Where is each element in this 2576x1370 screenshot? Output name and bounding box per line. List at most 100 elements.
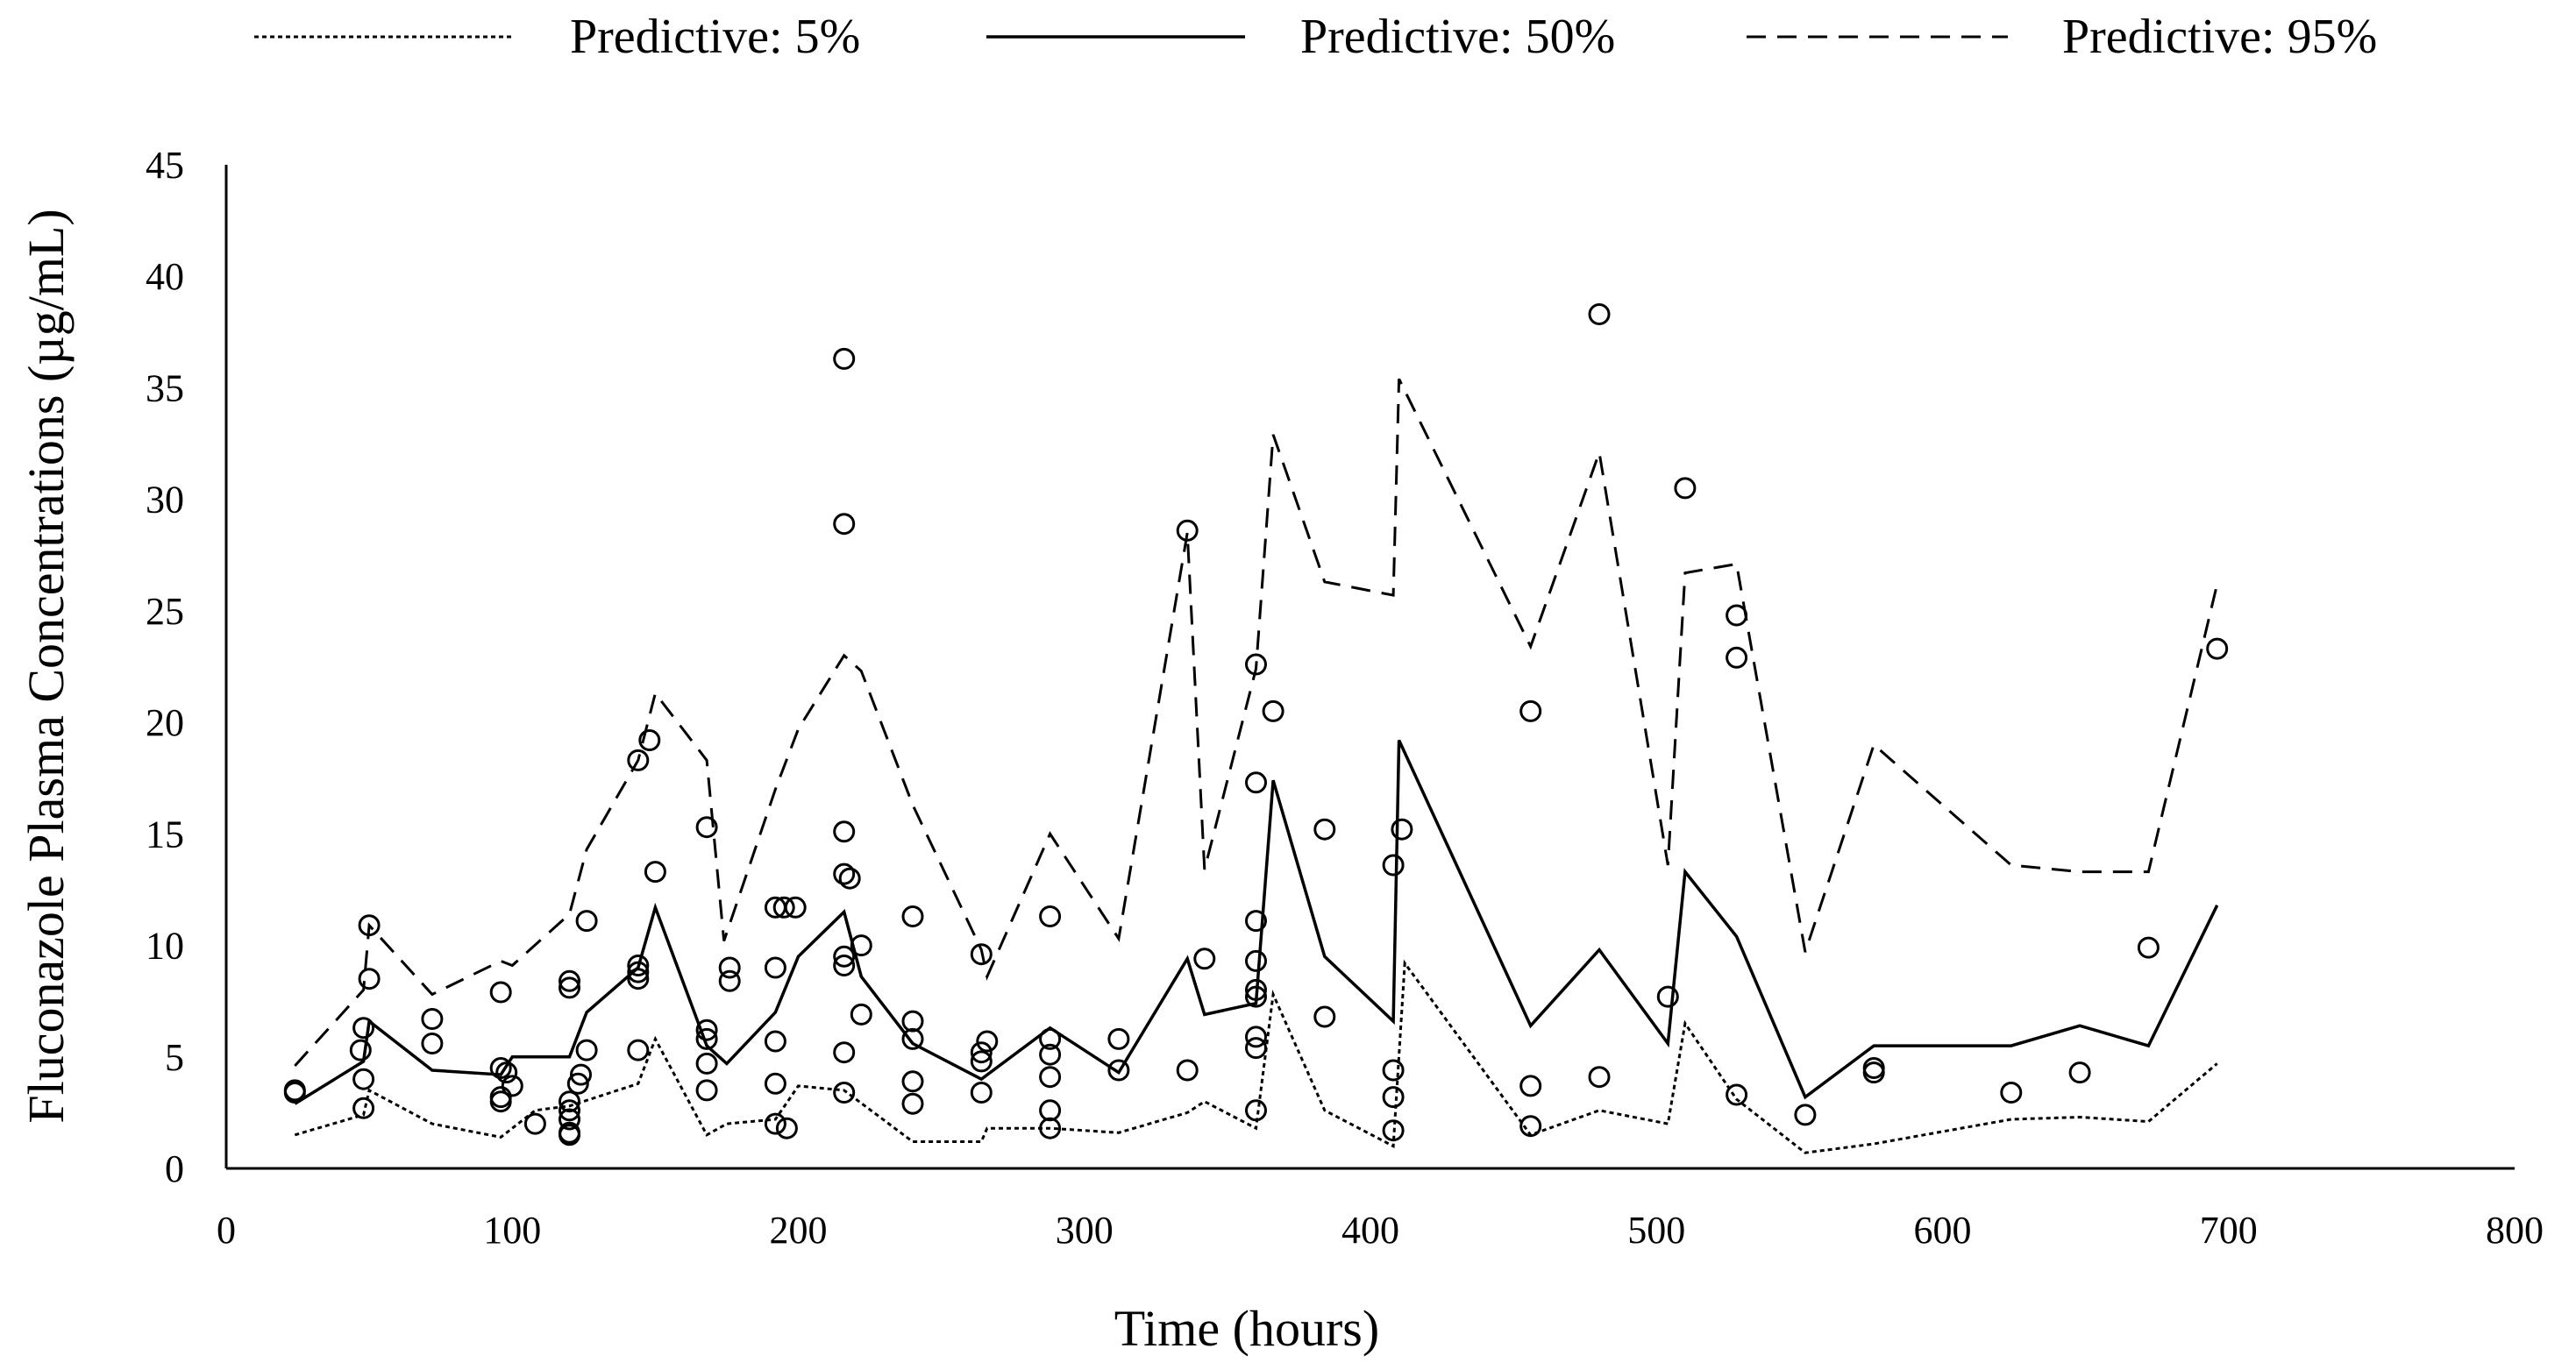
observed-point [352, 1017, 375, 1040]
observed-point [695, 1052, 718, 1075]
observed-point [1588, 1066, 1611, 1089]
observed-point [1519, 1075, 1542, 1097]
observed-point [1519, 1115, 1542, 1138]
y-tick-label: 30 [146, 479, 184, 522]
observed-point [627, 968, 650, 990]
observed-point [358, 914, 381, 937]
x-tick-label: 200 [770, 1209, 828, 1252]
observed-point [833, 820, 856, 843]
observed-point [833, 945, 856, 968]
y-tick-label: 25 [146, 590, 184, 633]
observed-point [901, 905, 924, 927]
observed-point [970, 1082, 993, 1104]
observed-point [1245, 910, 1267, 933]
x-tick-label: 100 [483, 1209, 541, 1252]
observed-point [1245, 1099, 1267, 1122]
observed-point [764, 1030, 786, 1053]
observed-point [833, 513, 856, 536]
observed-point [358, 968, 381, 990]
y-tick-label: 10 [146, 925, 184, 968]
observed-point [1245, 771, 1267, 794]
observed-point [838, 867, 861, 890]
x-tick-label: 500 [1627, 1209, 1685, 1252]
series-line-5pct [294, 959, 2218, 1154]
observed-point [559, 1099, 580, 1122]
observed-point [901, 1027, 924, 1050]
observed-point [1176, 519, 1199, 542]
observed-point [775, 1117, 798, 1139]
observed-point [627, 955, 650, 976]
observed-point [559, 1124, 580, 1146]
observed-point [489, 1086, 512, 1109]
observed-point [764, 956, 786, 979]
observed-point [638, 729, 661, 751]
observed-point [784, 896, 807, 919]
observed-point [1262, 699, 1284, 722]
observed-point [1245, 653, 1267, 676]
observed-point [1245, 985, 1267, 1008]
observed-point [1656, 985, 1679, 1008]
observed-point [1674, 477, 1697, 500]
observed-point [421, 1008, 444, 1030]
observed-point [1039, 1066, 1062, 1089]
observed-point [627, 1039, 650, 1061]
observed-point [1382, 1119, 1405, 1142]
observed-point [489, 981, 512, 1004]
observed-point [850, 1003, 872, 1026]
observed-points [283, 303, 2229, 1146]
observed-point [627, 961, 650, 983]
observed-point [352, 1068, 375, 1090]
observed-point [833, 347, 856, 370]
y-tick-label: 5 [165, 1036, 184, 1079]
observed-point [772, 896, 795, 919]
observed-point [1726, 646, 1748, 669]
legend-label-95pct: Predictive: 95% [2062, 10, 2377, 64]
y-axis-label: Fluconazole Plasma Concentrations (µg/mL… [18, 209, 75, 1123]
legend-label-5pct: Predictive: 5% [570, 10, 860, 64]
observed-point [2137, 936, 2160, 959]
observed-point [1245, 978, 1267, 1001]
x-tick-label: 800 [2486, 1209, 2544, 1252]
observed-point [976, 1030, 999, 1053]
observed-point [901, 1070, 924, 1093]
observed-point [523, 1112, 546, 1135]
observed-point [1039, 905, 1062, 927]
observed-point [1039, 1117, 1062, 1139]
observed-point [566, 1072, 589, 1095]
observed-point [627, 749, 650, 771]
observed-point [2206, 637, 2229, 660]
observed-point [833, 955, 856, 976]
y-tick-label: 40 [146, 255, 184, 298]
observed-point [495, 1061, 518, 1084]
observed-point [1176, 1059, 1199, 1082]
observed-point [489, 1057, 512, 1079]
y-tick-label: 45 [146, 144, 184, 187]
observed-point [718, 969, 741, 992]
legend-label-50pct: Predictive: 50% [1300, 10, 1615, 64]
observed-point [1313, 1005, 1336, 1028]
series-line-50pct [294, 739, 2219, 1105]
observed-point [1107, 1027, 1130, 1050]
observed-point [352, 1097, 375, 1119]
x-axis-label: Time (hours) [1114, 1300, 1379, 1357]
observed-point [1862, 1057, 1885, 1079]
observed-point [570, 1063, 592, 1086]
observed-point [1107, 1059, 1130, 1082]
observed-point [901, 1010, 924, 1033]
observed-point [1726, 1083, 1748, 1106]
observed-point [1382, 854, 1405, 877]
x-ticks: 0 100 200 300 400 500 600 700 800 [217, 1209, 2544, 1252]
observed-point [901, 1092, 924, 1115]
legend: Predictive: 5% Predictive: 50% Predictiv… [254, 10, 2377, 64]
y-tick-label: 0 [165, 1147, 184, 1190]
observed-point [1862, 1061, 1885, 1084]
observed-point [1313, 818, 1336, 841]
y-tick-label: 20 [146, 701, 184, 744]
observed-point [1039, 1099, 1062, 1122]
observed-point [421, 1033, 444, 1054]
observed-point [1039, 1027, 1062, 1050]
observed-point [970, 943, 993, 966]
series-lines [294, 378, 2219, 1154]
observed-point [1245, 949, 1267, 972]
observed-point [833, 1041, 856, 1064]
